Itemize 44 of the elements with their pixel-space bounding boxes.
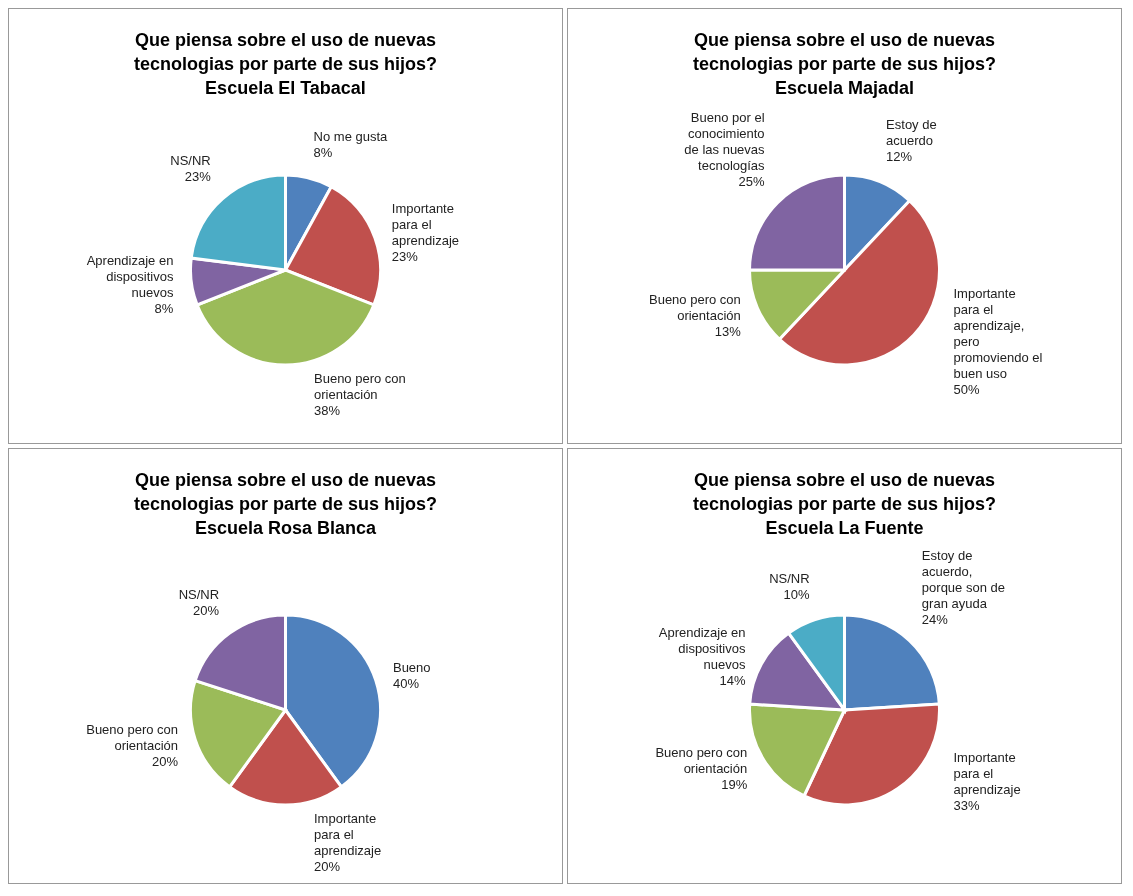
chart-subtitle: Escuela Majadal: [774, 78, 915, 98]
data-label: 38%: [314, 403, 341, 418]
data-label: 50%: [953, 382, 980, 398]
data-label: 14%: [719, 672, 746, 688]
slice-label: Importante para el aprendizaje: [391, 200, 460, 248]
slice-label: Bueno: [392, 660, 431, 676]
slice-label: Bueno por el conocimiento de las nuevas tecnologías: [684, 110, 766, 174]
chart-title: Que piensa sobre el uso de nuevas tecnologias por parte de sus hijos?: [133, 470, 438, 514]
slice-label: Importante para el aprendizaje, pero promoviendo el buen uso: [953, 286, 1043, 382]
slice-label: NS/NR: [769, 570, 810, 586]
chart-subtitle: Escuela La Fuente: [765, 518, 924, 538]
slice-label: Importante para el aprendizaje: [953, 750, 1021, 798]
chart-subtitle: Escuela El Tabacal: [205, 78, 366, 98]
slice-label: NS/NR: [178, 586, 220, 602]
data-label: 40%: [392, 676, 420, 692]
data-label: 20%: [314, 859, 341, 874]
data-label: 13%: [714, 323, 742, 339]
chart-title: Que piensa sobre el uso de nuevas tecnologias por parte de sus hijos?: [133, 30, 438, 74]
data-label: 25%: [738, 174, 766, 190]
slice-label: Bueno pero con orientación: [86, 721, 179, 753]
data-label: 20%: [193, 602, 220, 618]
data-label: 24%: [921, 611, 949, 627]
data-label: 8%: [154, 301, 174, 317]
data-label: 23%: [391, 248, 419, 264]
chart-title: Que piensa sobre el uso de nuevas tecnologias por parte de sus hijos?: [692, 470, 997, 514]
slice-label: NS/NR: [170, 153, 211, 169]
slice-label: Bueno pero con orientación: [655, 744, 748, 776]
chart-subtitle: Escuela Rosa Blanca: [194, 518, 378, 538]
chart-title: Que piensa sobre el uso de nuevas tecnologias por parte de sus hijos?: [692, 30, 997, 74]
data-label: 8%: [313, 144, 333, 160]
slice-label: Estoy de acuerdo, porque son de gran ayuda: [921, 547, 1005, 611]
slice-label: No me gusta: [313, 128, 389, 144]
slice-label: Aprendizaje en dispositivos nuevos: [86, 253, 174, 301]
slice-label: Estoy de acuerdo: [886, 116, 937, 148]
data-label: 12%: [886, 148, 913, 164]
data-label: 23%: [184, 169, 212, 185]
slice-label: Bueno pero con orientación: [649, 291, 741, 323]
slice-label: Aprendizaje en dispositivos nuevos: [658, 624, 746, 672]
slice-label: Bueno pero con orientación: [314, 371, 406, 402]
data-label: 20%: [152, 753, 179, 769]
data-label: 19%: [721, 776, 748, 792]
slice-label: Importante para el aprendizaje: [314, 811, 382, 858]
data-label: 33%: [953, 798, 980, 814]
data-label: 10%: [783, 586, 811, 602]
